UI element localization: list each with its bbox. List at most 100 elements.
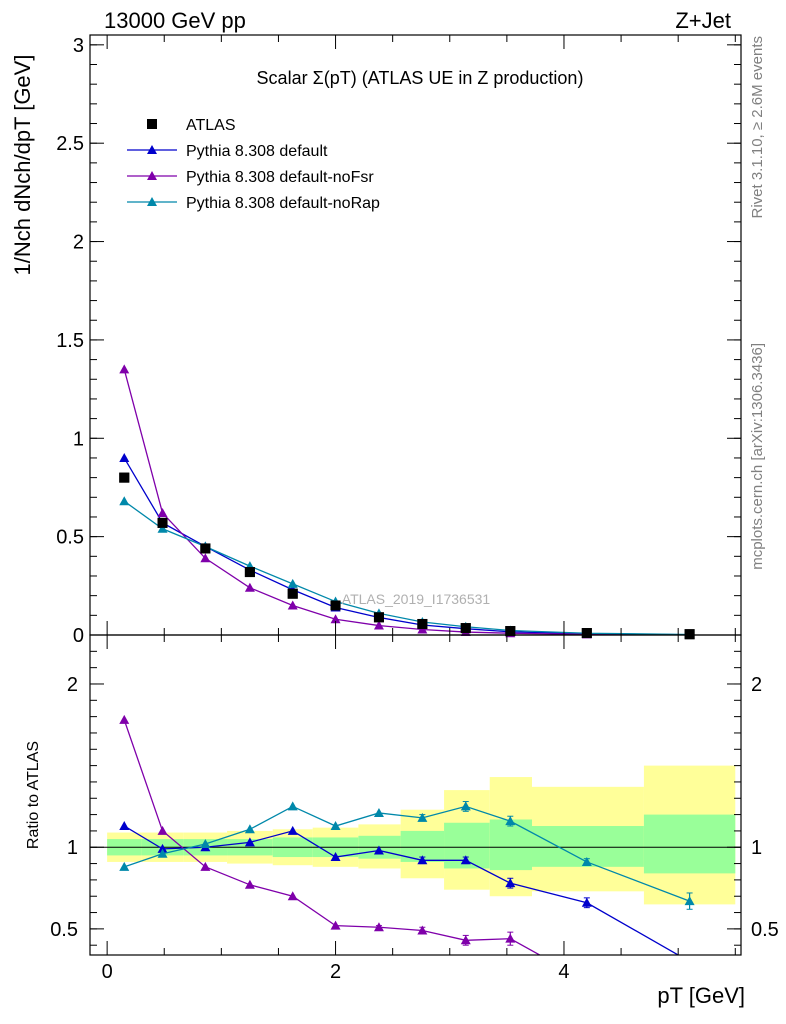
ratio-point-noFsr	[330, 920, 341, 930]
series-line-default	[123, 457, 690, 636]
legend-label: Pythia 8.308 default	[186, 143, 328, 160]
legend-marker-noRap	[147, 197, 157, 206]
ratio-point-noFsr	[287, 891, 298, 901]
series-point-noFsr	[119, 364, 130, 374]
ratio-point-noRap	[373, 807, 384, 817]
ratio-uncertainty-bands	[107, 765, 736, 905]
x-tick-label: 2	[330, 961, 341, 983]
series-point-noFsr	[373, 620, 384, 630]
main-y-axis-label: 1/Nch dNch/dpT [GeV]	[10, 55, 35, 276]
mcplots-side-label: mcplots.cern.ch [arXiv:1306.3436]	[749, 343, 766, 570]
ratio-point-noFsr	[200, 861, 211, 871]
atlas-data-point	[373, 612, 384, 623]
ratio-point-noFsr	[505, 933, 516, 943]
legend-marker-atlas	[147, 119, 157, 129]
ratio-point-default	[330, 852, 341, 862]
series-point-default	[119, 452, 130, 462]
series-point-noFsr	[287, 600, 298, 610]
x-tick-label: 4	[558, 961, 569, 983]
atlas-data-point	[505, 626, 516, 637]
series-point-noRap	[287, 578, 298, 588]
ratio-series	[119, 714, 695, 985]
rivet-side-label: Rivet 3.1.10, ≥ 2.6M events	[749, 36, 766, 219]
ratio-point-noFsr	[119, 714, 130, 724]
ratio-point-noRap	[505, 816, 516, 826]
legend-marker-default	[147, 145, 157, 154]
header-right: Z+Jet	[675, 8, 731, 33]
y-tick-label: 3	[73, 35, 84, 57]
atlas-data-point	[460, 623, 471, 634]
ratio-point-default	[157, 843, 168, 853]
ratio-frame	[89, 634, 742, 956]
ratio-point-default	[505, 878, 516, 888]
ratio-point-noFsr	[244, 879, 255, 889]
ratio-point-noFsr	[417, 925, 428, 935]
legend-label: Pythia 8.308 default-noRap	[186, 195, 380, 212]
main-plot	[119, 364, 695, 640]
ratio-point-noFsr	[582, 976, 592, 985]
atlas-data-point	[684, 629, 695, 640]
series-point-noRap	[157, 523, 168, 533]
legend-label: ATLAS	[186, 117, 236, 134]
series-point-noFsr	[417, 624, 428, 634]
atlas-data-point	[287, 588, 298, 599]
ratio-y-tick-label-right: 2	[751, 674, 762, 696]
atlas-data-point	[157, 517, 168, 528]
atlas-data-point	[417, 618, 428, 629]
watermark: ATLAS_2019_I1736531	[342, 591, 491, 607]
series-point-noRap	[119, 496, 130, 506]
ratio-point-default	[460, 855, 471, 865]
ratio-point-default	[417, 855, 428, 865]
y-tick-label: 0	[73, 625, 84, 647]
ratio-y-tick-label-right: 0.5	[751, 919, 779, 941]
ratio-point-noRap	[417, 812, 428, 822]
atlas-data-point	[330, 600, 341, 611]
header-left: 13000 GeV pp	[104, 8, 246, 33]
y-tick-label: 1	[73, 428, 84, 450]
series-point-noFsr	[157, 508, 168, 518]
ratio-y-tick-label-right: 1	[751, 837, 762, 859]
ratio-plot	[90, 714, 741, 985]
plot-frames: 0 0.5 1 1.5 2 2.5 3 0.5 0.5 1 1 2 2 0 2 4	[50, 34, 779, 983]
ratio-point-noFsr	[460, 935, 471, 945]
atlas-data-point	[581, 628, 592, 639]
series-point-noFsr	[244, 582, 255, 592]
ratio-point-default	[685, 957, 695, 966]
ratio-y-tick-label: 0.5	[50, 919, 78, 941]
ratio-point-noRap	[287, 801, 298, 811]
ratio-point-noRap	[119, 861, 130, 871]
ratio-point-default	[581, 897, 592, 907]
ratio-point-noRap	[330, 821, 341, 831]
ratio-point-default	[373, 845, 384, 855]
ratio-point-noFsr	[157, 825, 168, 835]
series-line-noFsr	[123, 369, 690, 636]
ratio-point-noRap	[684, 896, 695, 906]
series-line-noRap	[123, 500, 690, 636]
legend-marker-noFsr	[147, 171, 157, 180]
ratio-point-default	[244, 837, 255, 847]
legend-label: Pythia 8.308 default-noFsr	[186, 169, 374, 186]
ratio-point-noFsr	[373, 922, 384, 932]
ratio-y-tick-label: 1	[67, 837, 78, 859]
ratio-line-noRap	[124, 805, 690, 902]
ratio-line-default	[123, 825, 680, 955]
ratio-y-axis-label: Ratio to ATLAS	[25, 741, 42, 849]
ratio-point-noRap	[460, 801, 471, 811]
y-tick-label: 2.5	[56, 133, 84, 155]
ratio-point-default	[119, 821, 130, 831]
atlas-data-point	[200, 543, 211, 554]
main-plot-title: Scalar Σ(pT) (ATLAS UE in Z production)	[257, 68, 584, 88]
band-inner	[643, 814, 736, 874]
legend: ATLAS Pythia 8.308 default Pythia 8.308 de…	[127, 117, 380, 212]
ratio-point-default	[287, 825, 298, 835]
ratio-y-tick-label: 2	[67, 674, 78, 696]
series-point-noFsr	[330, 614, 341, 624]
y-tick-label: 2	[73, 232, 84, 254]
ratio-point-noRap	[200, 838, 211, 848]
x-tick-label: 0	[102, 961, 113, 983]
atlas-data-point	[244, 567, 255, 578]
atlas-data-point	[119, 472, 130, 483]
band-inner	[489, 819, 532, 871]
y-tick-label: 1.5	[56, 330, 84, 352]
